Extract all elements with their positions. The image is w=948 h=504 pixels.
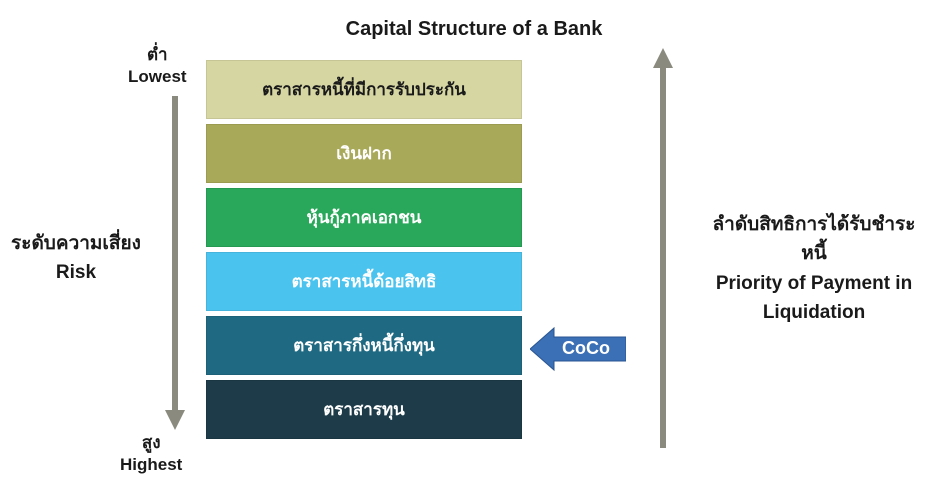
coco-label: CoCo bbox=[562, 338, 610, 358]
layer-1: เงินฝาก bbox=[206, 124, 522, 183]
layer-3: ตราสารหนี้ด้อยสิทธิ bbox=[206, 252, 522, 311]
priority-arrow-up-icon bbox=[653, 48, 673, 448]
capital-stack: ตราสารหนี้ที่มีการรับประกันเงินฝากหุ้นกู… bbox=[206, 60, 522, 444]
diagram-title: Capital Structure of a Bank bbox=[0, 18, 948, 41]
layer-2: หุ้นกู้ภาคเอกชน bbox=[206, 188, 522, 247]
priority-desc-en: Priority of Payment in Liquidation bbox=[704, 269, 924, 328]
risk-top-th: ต่ำ bbox=[128, 44, 187, 66]
risk-bottom-en: Highest bbox=[120, 454, 182, 476]
risk-top-en: Lowest bbox=[128, 66, 187, 88]
risk-desc-en: Risk bbox=[56, 262, 96, 283]
layer-0: ตราสารหนี้ที่มีการรับประกัน bbox=[206, 60, 522, 119]
risk-desc-th: ระดับความเสี่ยง bbox=[11, 233, 141, 254]
risk-description: ระดับความเสี่ยง Risk bbox=[6, 230, 146, 287]
risk-arrow-down-icon bbox=[165, 96, 185, 430]
risk-bottom-th: สูง bbox=[120, 432, 182, 454]
coco-callout: CoCo bbox=[530, 322, 626, 376]
priority-desc-th: ลำดับสิทธิการได้รับชำระหนี้ bbox=[704, 210, 924, 269]
layer-4: ตราสารกึ่งหนี้กึ่งทุน bbox=[206, 316, 522, 375]
risk-top-label: ต่ำ Lowest bbox=[128, 44, 187, 88]
priority-description: ลำดับสิทธิการได้รับชำระหนี้ Priority of … bbox=[704, 210, 924, 328]
risk-bottom-label: สูง Highest bbox=[120, 432, 182, 476]
layer-5: ตราสารทุน bbox=[206, 380, 522, 439]
